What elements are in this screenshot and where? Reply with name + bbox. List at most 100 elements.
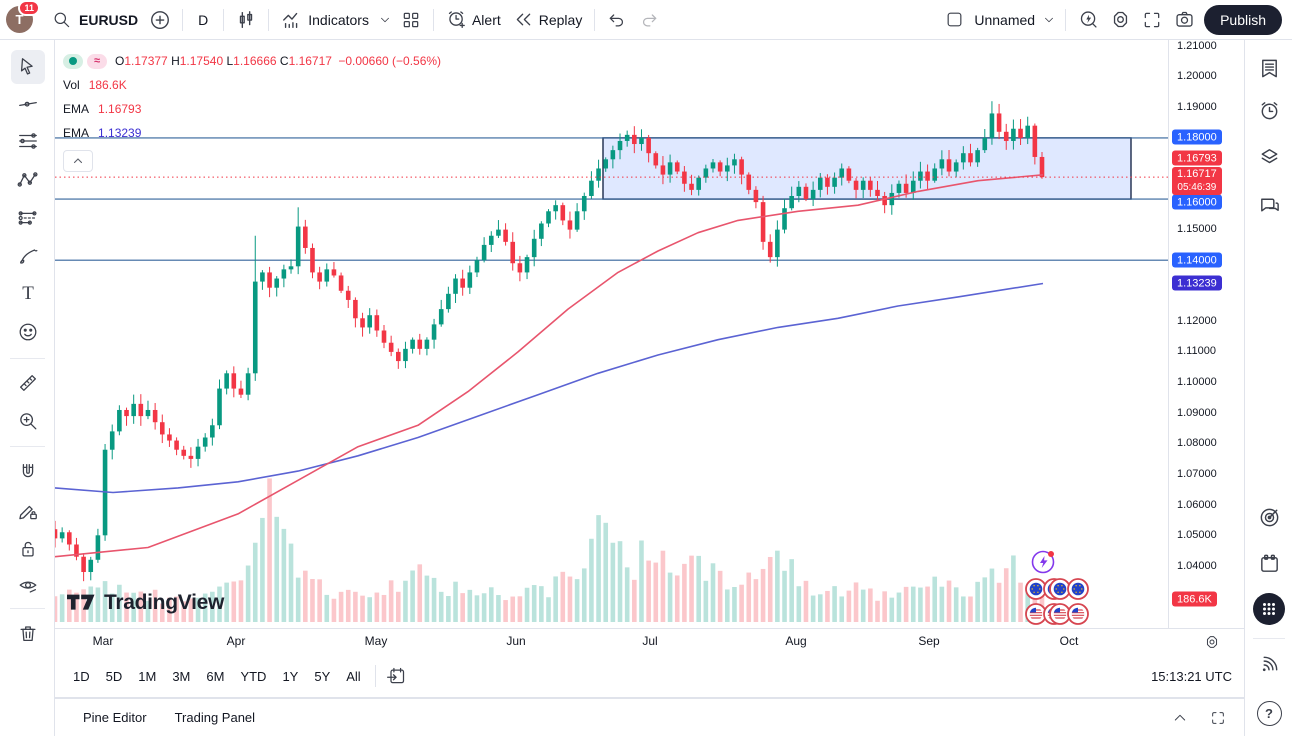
hide-drawings-icon[interactable]	[11, 569, 45, 603]
price-tick[interactable]: 1.04000	[1177, 560, 1217, 572]
ema-fast-legend-row[interactable]: EMA 1.16793	[63, 102, 142, 116]
range-button-3m[interactable]: 3M	[172, 668, 191, 684]
trend-line-tool-icon[interactable]	[11, 87, 45, 121]
symbol-button[interactable]: EURUSD	[79, 11, 139, 28]
go-to-date-icon[interactable]	[382, 662, 410, 690]
ema-fast-line[interactable]	[55, 174, 1044, 558]
time-tick-jul[interactable]: Jul	[642, 634, 658, 648]
price-label-line[interactable]: 1.16000	[1172, 194, 1222, 210]
price-tick[interactable]: 1.09000	[1177, 407, 1217, 419]
chat-icon[interactable]	[1252, 188, 1286, 222]
timezone-clock-button[interactable]: 15:13:21 UTC	[1151, 668, 1232, 684]
help-icon[interactable]: ?	[1252, 696, 1286, 730]
settings-gear-icon[interactable]	[1104, 4, 1136, 36]
xabcd-pattern-tool-icon[interactable]	[11, 162, 45, 196]
range-button-all[interactable]: All	[346, 668, 361, 684]
magnet-mode-icon[interactable]	[11, 455, 45, 489]
fullscreen-icon[interactable]	[1136, 4, 1168, 36]
current-price-label[interactable]: 1.16717 05:46:39	[1172, 167, 1222, 195]
forecast-tool-icon[interactable]	[11, 201, 45, 235]
volume-legend-row[interactable]: Vol 186.6K	[63, 78, 127, 92]
screener-icon[interactable]	[1252, 500, 1286, 534]
symbol-legend-row[interactable]: ≈ O1.17377 H1.17540 L1.16666 C1.16717 −0…	[63, 49, 441, 73]
interval-button[interactable]: D	[198, 11, 209, 28]
range-button-5d[interactable]: 5D	[105, 668, 123, 684]
measure-tool-icon[interactable]	[11, 366, 45, 400]
emoji-tool-icon[interactable]	[11, 315, 45, 349]
price-tick[interactable]: 1.20000	[1177, 70, 1217, 82]
chart-canvas[interactable]: ≈ O1.17377 H1.17540 L1.16666 C1.16717 −0…	[55, 40, 1168, 628]
price-tick[interactable]: 1.19000	[1177, 101, 1217, 113]
panel-maximize-icon[interactable]	[1206, 706, 1230, 730]
price-tick[interactable]: 1.11000	[1177, 345, 1216, 357]
layout-chevron-icon[interactable]	[1039, 4, 1059, 36]
lock-drawings-icon[interactable]	[11, 532, 45, 566]
alert-button[interactable]: Alert	[440, 5, 507, 34]
price-label-line[interactable]: 1.14000	[1172, 252, 1222, 268]
price-tick[interactable]: 1.08000	[1177, 437, 1217, 449]
time-tick-aug[interactable]: Aug	[785, 634, 807, 648]
price-axis[interactable]: 1.21000 1.20000 1.19000 1.15000 1.12000 1.110…	[1168, 40, 1244, 628]
price-tick[interactable]: 1.21000	[1177, 40, 1217, 52]
drawing-mode-lock-icon[interactable]	[11, 494, 45, 528]
redo-icon[interactable]	[633, 4, 665, 36]
compare-add-icon[interactable]	[144, 4, 176, 36]
price-label-volume[interactable]: 186.6K	[1172, 591, 1217, 607]
panel-collapse-icon[interactable]	[1168, 706, 1192, 730]
price-tick[interactable]: 1.12000	[1177, 315, 1217, 327]
time-tick-sep[interactable]: Sep	[918, 634, 940, 648]
time-axis-settings-icon[interactable]	[1202, 632, 1222, 652]
alerts-icon[interactable]	[1252, 93, 1286, 127]
time-tick-mar[interactable]: Mar	[92, 634, 114, 648]
publish-button[interactable]: Publish	[1204, 4, 1282, 35]
fib-retracement-tool-icon[interactable]	[11, 124, 45, 158]
text-tool-icon[interactable]: T	[11, 277, 45, 311]
price-tick[interactable]: 1.05000	[1177, 529, 1217, 541]
price-tick[interactable]: 1.10000	[1177, 376, 1217, 388]
ema-slow-line[interactable]	[55, 282, 1044, 494]
remove-drawings-icon[interactable]	[11, 616, 45, 650]
range-button-ytd[interactable]: YTD	[240, 668, 267, 684]
ema-slow-legend-row[interactable]: EMA 1.13239	[63, 126, 142, 140]
zoom-in-tool-icon[interactable]	[11, 404, 45, 438]
user-avatar[interactable]: T 11	[6, 0, 40, 33]
time-tick-may[interactable]: May	[364, 634, 388, 648]
indicators-chevron-icon[interactable]	[375, 4, 395, 36]
calendar-icon[interactable]	[1252, 546, 1286, 580]
pine-editor-tab[interactable]: Pine Editor	[83, 710, 147, 725]
event-markers[interactable]	[1025, 550, 1089, 625]
time-tick-apr[interactable]: Apr	[226, 634, 246, 648]
cursor-tool-icon[interactable]	[11, 50, 45, 84]
brush-tool-icon[interactable]	[11, 239, 45, 273]
watchlist-icon[interactable]	[1252, 51, 1286, 85]
price-tick[interactable]: 1.06000	[1177, 499, 1217, 511]
range-button-1y[interactable]: 1Y	[282, 668, 299, 684]
price-tick[interactable]: 1.07000	[1177, 468, 1217, 480]
replay-button[interactable]: Replay	[507, 5, 589, 34]
symbol-search-icon[interactable]	[45, 4, 77, 36]
price-tick[interactable]: 1.15000	[1177, 223, 1217, 235]
range-button-1d[interactable]: 1D	[73, 668, 90, 684]
price-label-ema-slow[interactable]: 1.13239	[1172, 275, 1222, 291]
price-label-ema-fast[interactable]: 1.16793	[1172, 150, 1222, 166]
save-layout-checkbox-icon[interactable]	[938, 4, 970, 36]
indicators-button[interactable]: Indicators	[275, 5, 375, 35]
rectangle-zone[interactable]	[602, 137, 1132, 200]
apps-grid-icon[interactable]	[1253, 593, 1285, 625]
quick-actions-icon[interactable]	[1072, 4, 1104, 36]
range-button-5y[interactable]: 5Y	[314, 668, 331, 684]
time-tick-oct[interactable]: Oct	[1059, 634, 1079, 648]
layout-templates-icon[interactable]	[395, 4, 427, 36]
streams-icon[interactable]	[1252, 647, 1286, 681]
trading-panel-tab[interactable]: Trading Panel	[174, 710, 256, 725]
price-label-line[interactable]: 1.18000	[1172, 129, 1222, 145]
chart-style-icon[interactable]	[230, 4, 262, 36]
legend-collapse-button[interactable]	[63, 150, 93, 172]
time-tick-jun[interactable]: Jun	[506, 634, 526, 648]
layout-name-button[interactable]: Unnamed	[974, 11, 1036, 28]
snapshot-camera-icon[interactable]	[1168, 4, 1200, 36]
range-button-1m[interactable]: 1M	[138, 668, 157, 684]
undo-icon[interactable]	[601, 4, 633, 36]
object-tree-icon[interactable]	[1252, 139, 1286, 173]
time-axis[interactable]: Mar Apr May Jun Jul Aug Sep Oct	[55, 628, 1244, 654]
